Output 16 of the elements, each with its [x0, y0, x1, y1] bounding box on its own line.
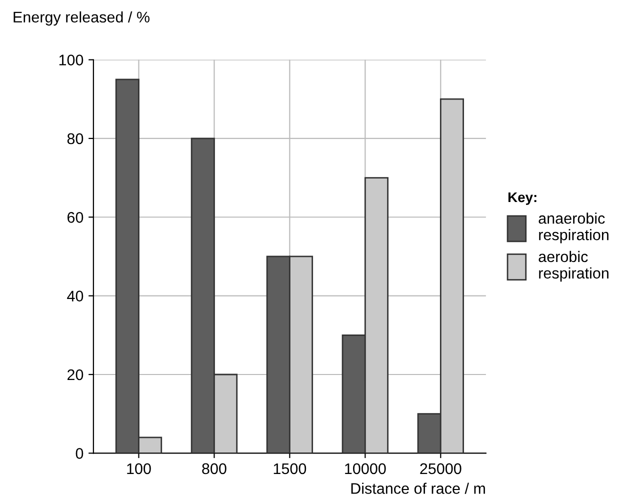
y-tick-label: 100 [59, 54, 84, 66]
x-tick-label: 800 [202, 463, 226, 474]
legend-title: Key: [508, 192, 536, 205]
x-tick-label: 25000 [420, 463, 462, 474]
legend-label: aerobic respiration [538, 250, 608, 282]
y-tick-label: 20 [68, 369, 84, 380]
legend-label: anaerobic respiration [538, 212, 608, 244]
x-axis-title: Distance of race / m [351, 482, 485, 494]
y-tick-label: 40 [67, 290, 84, 302]
x-tick-label: 100 [127, 463, 151, 474]
y-tick-label: 0 [76, 448, 84, 459]
y-tick-label: 60 [68, 212, 84, 223]
y-axis-title: Energy released / % [14, 11, 150, 26]
y-tick-label: 80 [67, 133, 84, 144]
x-tick-label: 1500 [274, 463, 306, 474]
x-tick-label: 10000 [345, 463, 386, 474]
